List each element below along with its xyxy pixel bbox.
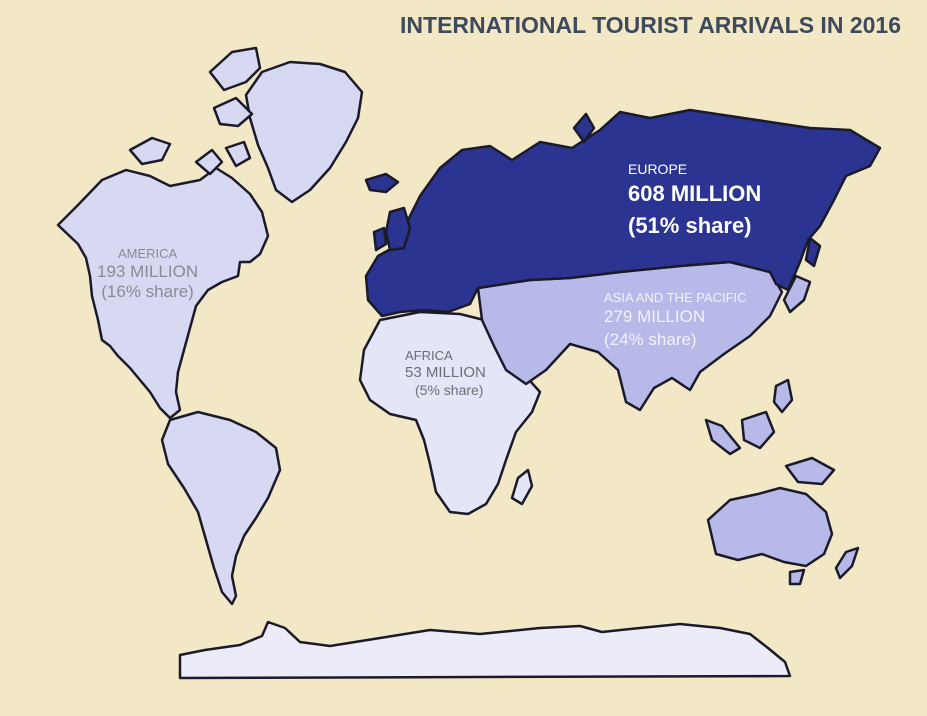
asia-pacific-region-name: ASIA AND THE PACIFIC [604, 290, 747, 305]
south-america-landmass [160, 410, 282, 606]
sakhalin-island [804, 236, 822, 268]
tasmania [788, 568, 806, 586]
antarctica-landmass [178, 620, 792, 680]
europe-share: (51% share) [628, 212, 752, 238]
africa-share: (5% share) [415, 381, 484, 398]
page-title: INTERNATIONAL TOURIST ARRIVALS IN 2016 [400, 12, 901, 38]
asia-pacific-label: ASIA AND THE PACIFIC 279 MILLION (24% sh… [604, 290, 747, 351]
iceland [364, 172, 400, 194]
japan [782, 274, 812, 314]
sumatra [704, 418, 742, 456]
europe-label: EUROPE 608 MILLION (51% share) [628, 161, 761, 242]
arctic-island [128, 136, 172, 166]
ireland [372, 226, 388, 252]
greenland-landmass [244, 60, 364, 204]
madagascar [510, 468, 534, 506]
america-label: AMERICA 193 MILLION (16% share) [97, 246, 198, 302]
new-guinea [784, 456, 836, 486]
borneo [740, 410, 776, 450]
africa-label: AFRICA 53 MILLION (5% share) [405, 348, 486, 398]
africa-arrivals: 53 MILLION [405, 363, 486, 381]
asia-pacific-share: (24% share) [604, 329, 697, 349]
novaya-zemlya [572, 112, 596, 144]
australia-landmass [706, 486, 834, 568]
europe-arrivals: 608 MILLION [628, 180, 762, 206]
north-america-landmass [56, 166, 270, 420]
europe-region-name: EUROPE [628, 161, 688, 177]
philippines [772, 378, 794, 414]
arctic-island [224, 140, 252, 168]
new-zealand [834, 546, 860, 580]
arctic-island [212, 96, 254, 128]
asia-pacific-arrivals: 279 MILLION [604, 306, 706, 326]
great-britain [384, 206, 412, 252]
america-region-name: AMERICA [117, 246, 178, 261]
arctic-island [194, 148, 224, 176]
america-arrivals: 193 MILLION [97, 261, 199, 281]
america-share: (16% share) [101, 281, 194, 301]
arctic-island [208, 46, 262, 92]
europe-landmass [364, 108, 882, 318]
africa-region-name: AFRICA [405, 348, 453, 363]
